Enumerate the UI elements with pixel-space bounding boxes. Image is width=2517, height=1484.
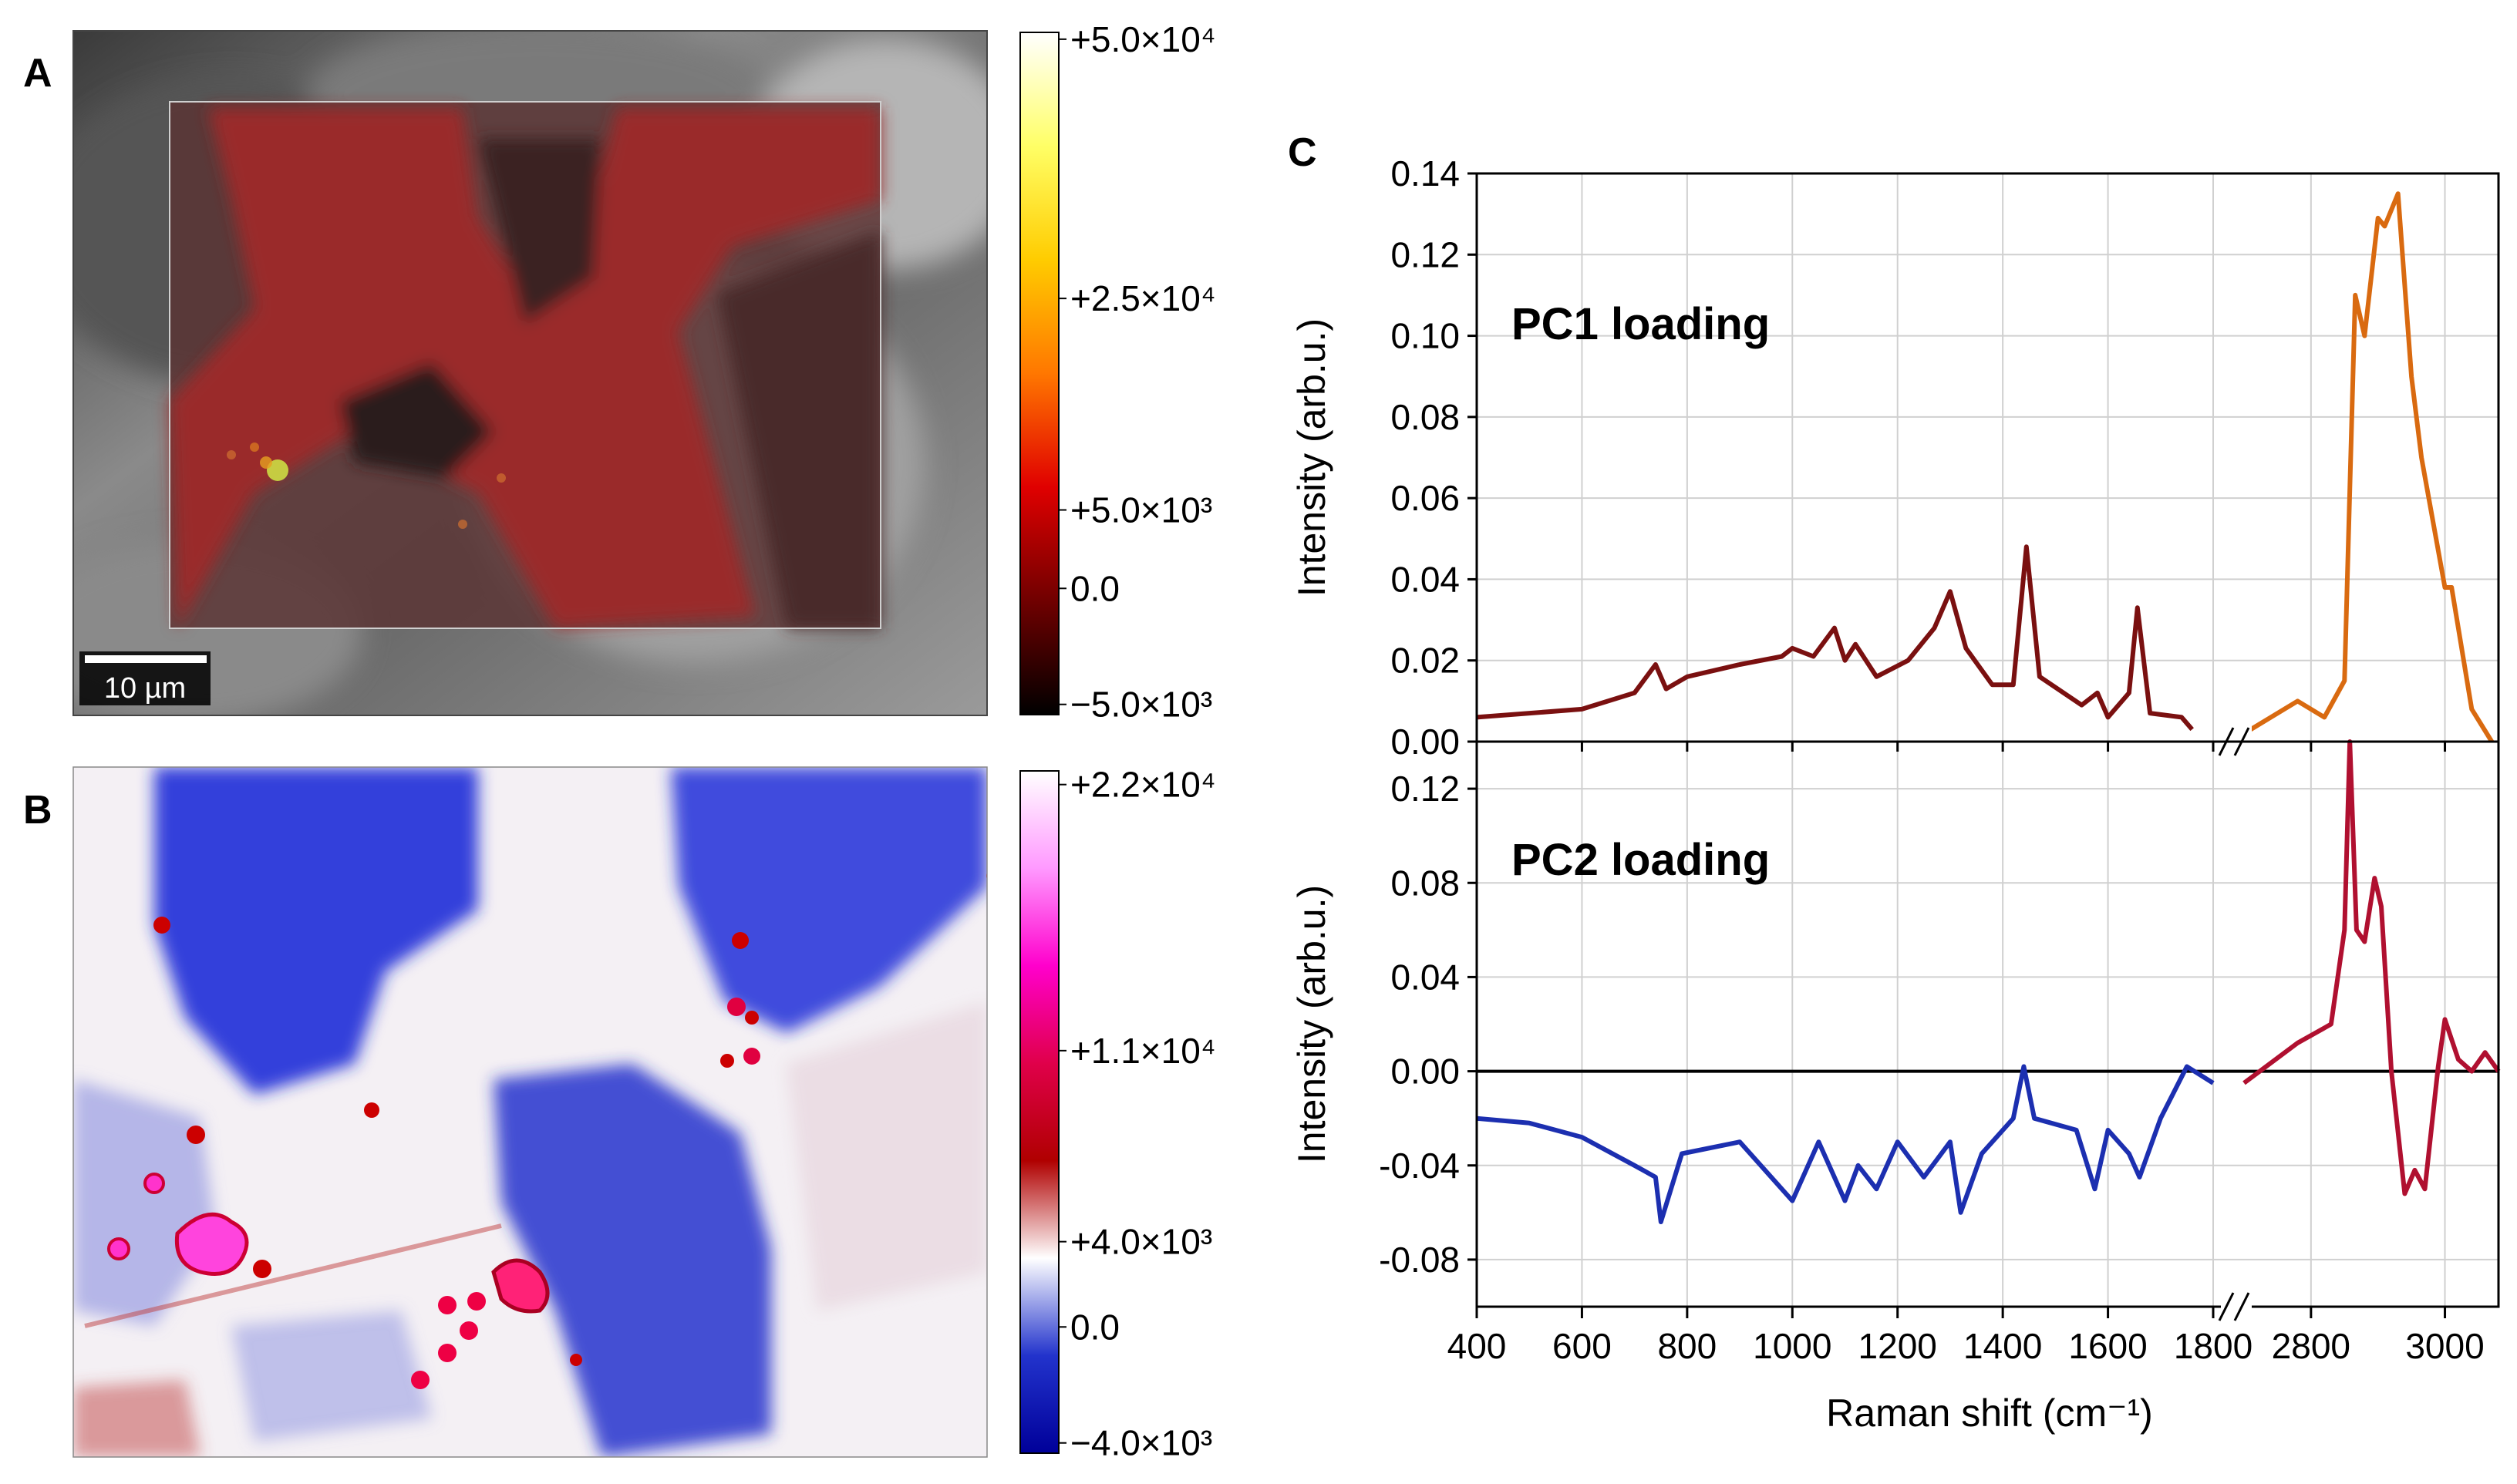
- hotspot: [107, 1237, 130, 1260]
- x-tick-label: 1200: [1858, 1326, 1937, 1366]
- hotspot: [986, 872, 987, 880]
- hotspot: [720, 1054, 734, 1068]
- hotspot: [253, 1260, 271, 1278]
- y-tick-label: 0.12: [1390, 769, 1460, 809]
- hotspot: [187, 1126, 205, 1144]
- y-tick-label: 0.00: [1390, 1052, 1460, 1092]
- x-tick-label: 2800: [2272, 1326, 2350, 1366]
- y-tick-label: 0.02: [1390, 641, 1460, 681]
- pc1-plot: 0.00 0.02 0.04 0.06 0.08 0.10 0.12 0.14 PC1 load…: [1290, 153, 2500, 762]
- spectra-chart: 0.00 0.02 0.04 0.06 0.08 0.10 0.12 0.14 PC1 load…: [1290, 153, 2501, 1435]
- blue-regions: [73, 767, 987, 1457]
- hotspot: [438, 1296, 457, 1314]
- red-cell-signal: [170, 108, 881, 628]
- panel-a-letter: A: [23, 51, 52, 96]
- hotspot: [467, 1292, 486, 1311]
- axis-break: [2233, 1292, 2250, 1321]
- colorbar-a-tick-label: +5.0×10⁴: [1070, 19, 1216, 59]
- hotspot: [745, 1011, 759, 1025]
- hotspot-cluster: [491, 1258, 550, 1314]
- axis-break: [2218, 1292, 2235, 1321]
- x-tick-label: 600: [1552, 1326, 1612, 1366]
- panel-b-frame: [72, 766, 988, 1458]
- colorbar-b-ticks: +2.2×10⁴ +1.1×10⁴ +4.0×10³ 0.0 −4.0×10³: [1059, 765, 1216, 1463]
- x-tick-label: 1400: [1963, 1326, 2042, 1366]
- colorbar-a-tick-label: 0.0: [1070, 568, 1120, 608]
- x-axis-title: Raman shift (cm⁻¹): [1826, 1391, 2153, 1435]
- hotspot: [743, 1048, 760, 1065]
- pc2-title: PC2 loading: [1511, 835, 1770, 885]
- colorbar-b: [1019, 770, 1060, 1454]
- x-tick-label: 1800: [2174, 1326, 2252, 1366]
- hotspot: [260, 456, 272, 469]
- pc2-series-1: [2242, 739, 2501, 1196]
- colorbar-b-tick-label: −4.0×10³: [1070, 1423, 1212, 1463]
- hotspot: [250, 443, 259, 452]
- overlay-border: [169, 101, 881, 629]
- hotspot: [438, 1344, 457, 1362]
- colorbar-a: [1019, 32, 1060, 715]
- y-tick-label: 0.04: [1390, 957, 1460, 997]
- hotspot: [153, 917, 170, 934]
- pc1-series-0: [1476, 544, 2194, 732]
- hotspot-cluster: [174, 1212, 249, 1276]
- x-tick-label: 400: [1447, 1326, 1507, 1366]
- colorbar-b-tick-label: +2.2×10⁴: [1070, 765, 1216, 805]
- pc1-series-1: [2242, 191, 2494, 743]
- y-tick-label: 0.08: [1390, 863, 1460, 903]
- x-tick-label: 800: [1657, 1326, 1717, 1366]
- hotspot: [570, 1354, 582, 1366]
- y-tick-label: 0.14: [1390, 153, 1460, 193]
- colorbar-a-tick-label: −5.0×10³: [1070, 685, 1212, 725]
- hotspot: [460, 1321, 478, 1340]
- pc2-ylabel: Intensity (arb.u.): [1290, 885, 1333, 1163]
- y-tick-label: 0.12: [1390, 234, 1460, 274]
- hotspot: [227, 450, 236, 459]
- hotspot: [411, 1371, 430, 1389]
- y-tick-label: 0.06: [1390, 478, 1460, 518]
- red-streak: [84, 1223, 502, 1328]
- panel-c-letter: C: [1288, 130, 1317, 175]
- pc2-plot: -0.08 -0.04 0.00 0.04 0.08 0.12 PC2 loading Int…: [1290, 739, 2501, 1322]
- colorbar-a-tick-label: +5.0×10³: [1070, 490, 1212, 530]
- y-tick-label: 0.10: [1390, 316, 1460, 356]
- plot-frame: [1475, 740, 2500, 1308]
- scale-bar: [85, 655, 207, 663]
- colorbar-a-ticks: +5.0×10⁴ +2.5×10⁴ +5.0×10³ 0.0 −5.0×10³: [1059, 19, 1216, 725]
- colorbar-a-tick-label: +2.5×10⁴: [1070, 278, 1216, 318]
- scale-bar-label: 10 µm: [104, 672, 186, 705]
- colorbar-b-tick-label: +1.1×10⁴: [1070, 1031, 1216, 1071]
- x-tick-label: 3000: [2405, 1326, 2484, 1366]
- y-tick-label: 0.04: [1390, 559, 1460, 599]
- y-tick-label: -0.08: [1379, 1240, 1460, 1280]
- y-tick-label: 0.00: [1390, 722, 1460, 762]
- hotspot: [497, 473, 506, 483]
- panel-a-frame: [72, 30, 988, 716]
- colorbar-b-tick-label: 0.0: [1070, 1307, 1120, 1347]
- pc1-ylabel: Intensity (arb.u.): [1290, 318, 1333, 597]
- hotspot: [458, 520, 467, 529]
- y-tick-label: -0.04: [1379, 1146, 1460, 1186]
- panel-b-letter: B: [23, 788, 52, 833]
- hotspot: [364, 1102, 379, 1118]
- hotspot: [267, 459, 288, 481]
- y-tick-label: 0.08: [1390, 397, 1460, 437]
- x-tick-label: 1000: [1753, 1326, 1831, 1366]
- x-axis: 400 600 800 1000 1200 1400 1600 1800 2800 3000 Ram…: [1447, 742, 2485, 1435]
- colorbar-b-tick-label: +4.0×10³: [1070, 1222, 1212, 1262]
- panel-a-image: 10 µm: [73, 31, 987, 715]
- x-tick-label: 1600: [2068, 1326, 2147, 1366]
- hotspot: [143, 1173, 165, 1194]
- hotspot: [727, 998, 746, 1016]
- pc1-title: PC1 loading: [1511, 299, 1770, 349]
- panel-b-image: [73, 767, 987, 1457]
- hotspot: [732, 932, 749, 949]
- pc2-series-0: [1476, 1064, 2215, 1224]
